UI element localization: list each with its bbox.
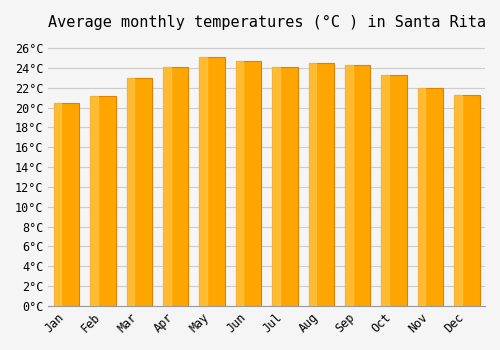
Bar [163, 67, 170, 306]
Bar [163, 67, 188, 306]
Bar [382, 75, 389, 306]
Bar [200, 57, 207, 306]
Bar [126, 78, 152, 306]
Bar [345, 65, 370, 306]
Bar [236, 61, 261, 306]
Bar [126, 78, 134, 306]
Title: Average monthly temperatures (°C ) in Santa Rita: Average monthly temperatures (°C ) in Sa… [48, 15, 486, 30]
Bar [90, 96, 98, 306]
Bar [90, 96, 116, 306]
Bar [200, 57, 225, 306]
Bar [308, 63, 334, 306]
Bar [54, 103, 62, 306]
Bar [345, 65, 352, 306]
Bar [236, 61, 244, 306]
Bar [454, 94, 479, 306]
Bar [54, 103, 80, 306]
Bar [272, 67, 297, 306]
Bar [418, 88, 426, 306]
Bar [418, 88, 443, 306]
Bar [382, 75, 407, 306]
Bar [272, 67, 280, 306]
Bar [454, 94, 462, 306]
Bar [308, 63, 316, 306]
